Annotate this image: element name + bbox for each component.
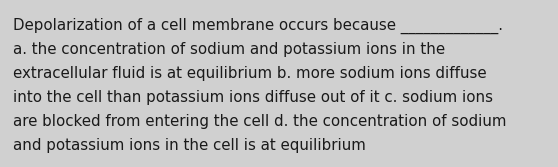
- Text: extracellular fluid is at equilibrium b. more sodium ions diffuse: extracellular fluid is at equilibrium b.…: [13, 66, 487, 81]
- Text: Depolarization of a cell membrane occurs because _____________.: Depolarization of a cell membrane occurs…: [13, 18, 503, 34]
- Text: and potassium ions in the cell is at equilibrium: and potassium ions in the cell is at equ…: [13, 138, 366, 153]
- Text: into the cell than potassium ions diffuse out of it c. sodium ions: into the cell than potassium ions diffus…: [13, 90, 493, 105]
- Text: a. the concentration of sodium and potassium ions in the: a. the concentration of sodium and potas…: [13, 42, 445, 57]
- Text: are blocked from entering the cell d. the concentration of sodium: are blocked from entering the cell d. th…: [13, 114, 507, 129]
